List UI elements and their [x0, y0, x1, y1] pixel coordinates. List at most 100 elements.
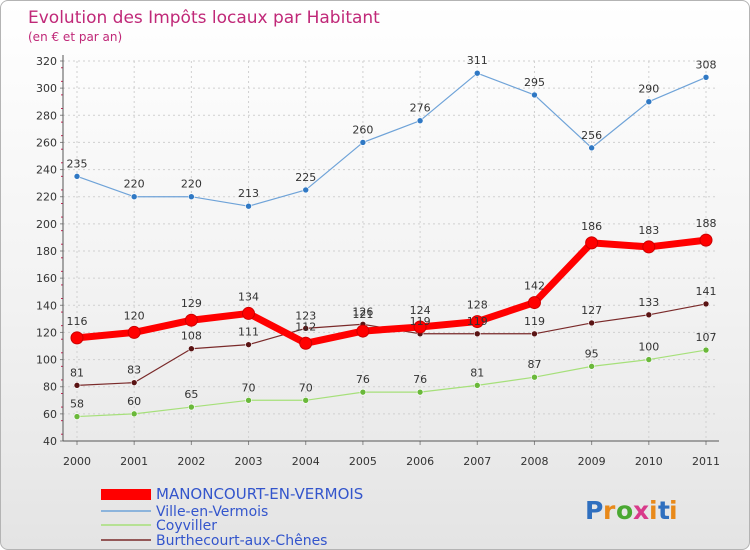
x-tick-label: 2005	[349, 455, 377, 468]
series-point-2	[473, 382, 481, 389]
legend-swatch-main	[101, 489, 151, 500]
data-label-2: 76	[356, 373, 370, 386]
data-label-0: 183	[638, 224, 659, 237]
series-point-0	[184, 313, 198, 327]
y-tick-label: 160	[36, 272, 57, 285]
data-label-2: 70	[299, 381, 313, 394]
data-label-0: 124	[410, 304, 431, 317]
series-point-3	[130, 379, 138, 386]
data-label-0: 129	[181, 297, 202, 310]
y-tick-label: 140	[36, 299, 57, 312]
legend: MANONCOURT-EN-VERMOISVille-en-VermoisCoy…	[101, 485, 363, 549]
series-point-1	[588, 144, 595, 152]
y-tick-label: 320	[36, 55, 57, 68]
series-line-3	[76, 303, 707, 386]
x-tick-label: 2003	[235, 455, 263, 468]
plot-area: 40 60 80 100 120 140 160 180 200 220 240 260 280 300 3…	[36, 54, 720, 468]
series-point-1	[188, 193, 195, 201]
logo-letter: i	[669, 496, 678, 525]
x-tick-label: 2008	[520, 455, 548, 468]
y-tick-label: 180	[36, 245, 57, 258]
y-tick-label: 40	[43, 435, 57, 448]
data-label-2: 87	[527, 358, 541, 371]
series-point-0	[127, 325, 141, 339]
data-label-0: 134	[238, 290, 259, 303]
x-tick-label: 2001	[120, 455, 148, 468]
logo-letter: r	[603, 496, 616, 525]
data-label-3: 126	[352, 305, 373, 318]
series-line-0	[76, 236, 707, 347]
data-label-3: 83	[127, 364, 141, 377]
x-tick-label: 2010	[635, 455, 663, 468]
data-label-1: 235	[67, 157, 88, 170]
data-label-3: 81	[70, 366, 84, 379]
data-label-3: 119	[467, 315, 488, 328]
data-label-2: 107	[696, 331, 717, 344]
x-tick-label: 2004	[292, 455, 320, 468]
series-point-1	[531, 91, 538, 99]
y-tick-label: 100	[36, 354, 57, 367]
y-tick-label: 280	[36, 109, 57, 122]
series-point-2	[531, 373, 538, 381]
data-label-1: 220	[124, 178, 145, 191]
chart-subtitle: (en € et par an)	[28, 30, 122, 44]
series-point-1	[245, 202, 252, 210]
data-label-1: 256	[581, 129, 602, 142]
series-point-0	[470, 315, 484, 329]
logo-letter: t	[658, 496, 670, 525]
data-label-0: 186	[581, 220, 602, 233]
data-label-1: 260	[352, 123, 373, 136]
series-point-3	[73, 382, 81, 389]
data-label-0: 188	[696, 217, 717, 230]
logo-letter: o	[616, 496, 633, 525]
data-label-0: 120	[124, 309, 145, 322]
data-label-2: 58	[70, 398, 84, 411]
series-point-0	[242, 306, 256, 320]
series-point-0	[527, 296, 541, 310]
series-point-3	[645, 311, 653, 319]
x-tick-label: 2000	[63, 455, 91, 468]
series-point-2	[302, 396, 310, 404]
series-point-0	[642, 240, 656, 254]
legend-label: Ville-en-Vermois	[156, 504, 268, 520]
series-point-1	[702, 73, 710, 81]
legend-label: MANONCOURT-EN-VERMOIS	[156, 485, 363, 503]
data-label-3: 127	[581, 304, 602, 317]
data-label-2: 81	[470, 366, 484, 379]
chart-title: Evolution des Impôts locaux par Habitant	[28, 8, 380, 28]
y-tick-label: 200	[36, 218, 57, 231]
y-tick-label: 60	[43, 408, 57, 421]
data-label-3: 119	[410, 315, 431, 328]
data-label-2: 76	[413, 373, 427, 386]
y-tick-label: 260	[36, 136, 57, 149]
data-label-0: 142	[524, 280, 545, 293]
series-point-1	[130, 193, 138, 201]
legend-label: Coyviller	[156, 518, 217, 534]
series-line-2	[76, 349, 707, 418]
data-label-0: 121	[352, 308, 373, 321]
series-point-2	[645, 356, 653, 363]
series-point-3	[302, 325, 310, 332]
data-label-2: 70	[242, 381, 256, 394]
series-point-1	[473, 69, 481, 77]
x-tick-label: 2007	[463, 455, 491, 468]
data-label-3: 111	[238, 326, 259, 339]
series-point-1	[73, 173, 81, 180]
data-label-1: 220	[181, 178, 202, 191]
data-label-3: 141	[696, 285, 717, 298]
data-label-3: 108	[181, 330, 202, 343]
data-label-1: 213	[238, 187, 259, 200]
y-tick-label: 220	[36, 191, 57, 204]
y-tick-label: 240	[36, 164, 57, 177]
series-point-0	[413, 320, 427, 334]
series-point-3	[531, 330, 538, 338]
x-tick-label: 2006	[406, 455, 434, 468]
data-label-3: 133	[638, 296, 659, 309]
series-point-1	[359, 139, 367, 146]
x-tick-label: 2011	[692, 455, 720, 468]
series-point-0	[70, 331, 84, 345]
series-point-3	[188, 345, 195, 353]
series-point-3	[473, 330, 481, 338]
